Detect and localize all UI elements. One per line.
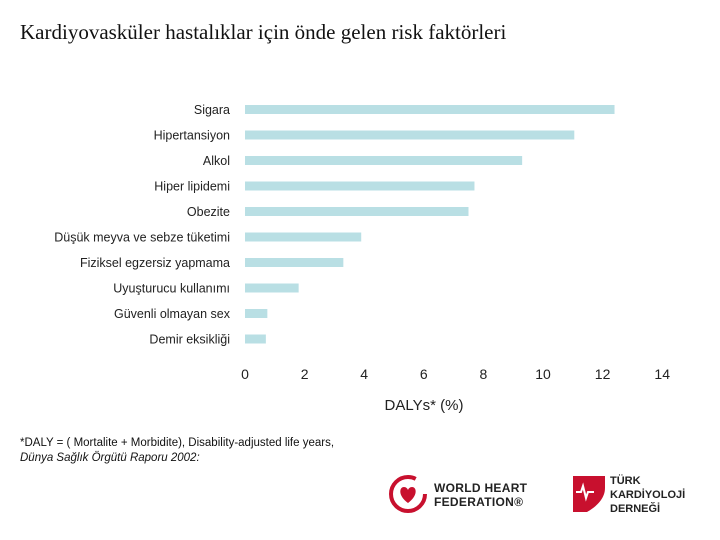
whf-wordmark: WORLD HEART FEDERATION®: [434, 481, 527, 509]
category-label: Düşük meyva ve sebze tüketimi: [54, 231, 230, 245]
bar: [245, 207, 469, 216]
tkd-line3: DERNEĞİ: [610, 503, 661, 515]
footnote-source: Dünya Sağlık Örgütü Raporu 2002:: [20, 452, 200, 464]
footnote: *DALY = ( Mortalite + Morbidite), Disabi…: [20, 436, 334, 466]
whf-line1: WORLD HEART: [434, 481, 528, 495]
bar: [245, 309, 268, 318]
category-label: Sigara: [194, 103, 230, 117]
category-label: Alkol: [203, 154, 230, 168]
tkd-wordmark: TÜRK KARDİYOLOJİ DERNEĞİ: [610, 474, 685, 516]
whf-line2: FEDERATION®: [434, 495, 524, 509]
category-label: Hipertansiyon: [154, 129, 230, 143]
x-axis-label: DALYs* (%): [385, 397, 464, 414]
world-heart-federation-logo: WORLD HEART FEDERATION®: [388, 474, 548, 514]
x-tick-label: 4: [360, 366, 368, 382]
bar-chart: Sigara Hipertansiyon Alkol Hiper lipidemi Ob…: [54, 103, 670, 414]
x-tick-label: 12: [595, 366, 611, 382]
chart-title: Kardiyovasküler hastalıklar için önde ge…: [20, 20, 507, 44]
x-tick-label: 10: [535, 366, 551, 382]
bar: [245, 130, 575, 140]
bar: [245, 156, 523, 165]
tkd-line2: KARDİYOLOJİ: [610, 489, 686, 501]
turk-kardiyoloji-dernegi-logo: TÜRK KARDİYOLOJİ DERNEĞİ: [572, 472, 712, 516]
x-tick-labels: 0 2 4 6 8 10 12 14: [241, 366, 670, 382]
footnote-definition: *DALY = ( Mortalite + Morbidite), Disabi…: [20, 437, 335, 449]
category-label: Obezite: [187, 205, 230, 219]
bar: [245, 334, 266, 344]
category-label: Demir eksikliği: [149, 333, 230, 347]
tkd-emblem-icon: [573, 476, 605, 512]
category-labels: Sigara Hipertansiyon Alkol Hiper lipidemi Ob…: [54, 103, 231, 347]
x-tick-label: 2: [301, 366, 309, 382]
tkd-line1: TÜRK: [610, 475, 641, 487]
x-tick-label: 6: [420, 366, 428, 382]
x-tick-label: 14: [654, 366, 670, 382]
bar: [245, 258, 344, 267]
category-label: Fiziksel egzersiz yapmama: [80, 256, 230, 270]
x-tick-label: 0: [241, 366, 249, 382]
bar: [245, 232, 362, 242]
category-label: Güvenli olmayan sex: [114, 307, 231, 321]
x-tick-label: 8: [480, 366, 488, 382]
bar: [245, 105, 615, 114]
bar: [245, 283, 299, 293]
heart-ring-icon: [389, 475, 427, 513]
bar: [245, 181, 475, 191]
category-label: Hiper lipidemi: [154, 180, 230, 194]
bars-group: [245, 105, 615, 344]
category-label: Uyuşturucu kullanımı: [113, 282, 230, 296]
